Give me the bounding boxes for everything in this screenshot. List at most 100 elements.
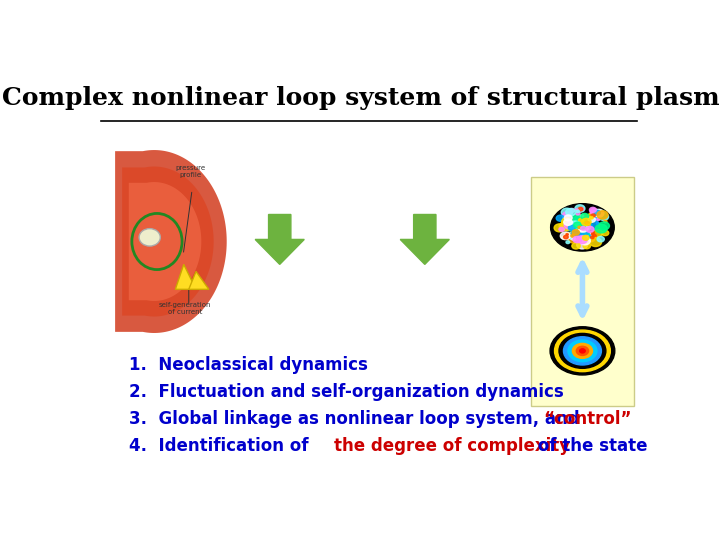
Circle shape [571,234,575,237]
Circle shape [574,225,585,233]
Circle shape [575,237,580,240]
Circle shape [590,208,598,214]
Text: of the state: of the state [531,437,647,455]
Circle shape [587,224,592,227]
Circle shape [597,237,604,242]
Circle shape [570,208,575,212]
Circle shape [564,221,574,229]
Circle shape [577,227,589,235]
Circle shape [572,231,582,239]
Circle shape [595,211,607,219]
Circle shape [566,223,570,226]
Circle shape [582,228,585,231]
Circle shape [564,222,575,231]
Circle shape [560,225,564,227]
Circle shape [559,227,564,231]
Circle shape [564,215,572,221]
Circle shape [580,227,587,232]
Circle shape [588,217,595,222]
Polygon shape [129,182,202,301]
Text: self-generation
of current: self-generation of current [158,302,211,315]
Circle shape [596,222,599,224]
Circle shape [570,214,581,222]
Circle shape [574,222,582,228]
Circle shape [554,224,565,232]
Circle shape [583,225,586,227]
Circle shape [578,218,584,222]
Circle shape [594,210,600,215]
Circle shape [579,224,585,229]
Circle shape [572,343,593,359]
Circle shape [578,225,588,232]
Circle shape [580,349,585,353]
Circle shape [586,228,589,231]
Text: 4.  Identification of: 4. Identification of [129,437,315,455]
Circle shape [568,222,577,229]
Circle shape [550,327,615,375]
Circle shape [580,222,588,228]
Circle shape [566,208,575,216]
Circle shape [573,236,582,243]
Circle shape [580,230,583,232]
Circle shape [580,226,585,229]
Circle shape [585,234,595,242]
Circle shape [585,225,590,228]
Circle shape [604,220,607,223]
Circle shape [586,225,589,228]
Circle shape [580,215,590,224]
Circle shape [579,222,585,227]
Circle shape [562,208,572,217]
Circle shape [582,228,586,232]
Circle shape [563,217,567,220]
Circle shape [582,218,591,226]
Circle shape [580,224,590,231]
Circle shape [582,232,592,240]
Polygon shape [255,214,305,265]
Circle shape [577,240,580,243]
Circle shape [590,207,596,212]
Circle shape [582,230,590,235]
Circle shape [580,223,590,231]
Circle shape [570,225,579,232]
Circle shape [580,226,589,233]
Circle shape [590,238,602,247]
Polygon shape [400,214,449,265]
Circle shape [576,210,580,213]
Circle shape [551,204,614,251]
Circle shape [578,226,581,228]
Circle shape [595,224,607,233]
Circle shape [590,236,594,239]
Circle shape [580,236,590,244]
Circle shape [581,226,585,230]
Circle shape [580,208,583,211]
Circle shape [585,225,588,227]
Circle shape [571,230,574,232]
Circle shape [554,330,611,372]
Circle shape [579,224,585,230]
Circle shape [588,218,591,220]
Text: “control”: “control” [544,410,632,428]
Circle shape [590,234,596,239]
Circle shape [577,227,585,232]
Circle shape [581,227,583,229]
Circle shape [578,241,581,244]
Circle shape [585,224,587,225]
Circle shape [566,241,570,244]
Circle shape [580,214,588,220]
Circle shape [585,221,590,225]
Circle shape [581,213,589,219]
Circle shape [588,220,600,230]
Circle shape [573,218,582,224]
Text: pressure
profile: pressure profile [176,165,205,178]
Circle shape [583,244,590,249]
Circle shape [575,205,585,212]
Circle shape [576,222,585,230]
Circle shape [582,235,589,240]
Circle shape [562,218,572,226]
Circle shape [590,231,594,234]
Circle shape [579,227,582,230]
Circle shape [593,217,598,221]
Text: 1.  Neoclassical dynamics: 1. Neoclassical dynamics [129,356,368,374]
Circle shape [575,230,585,237]
Circle shape [568,235,578,243]
